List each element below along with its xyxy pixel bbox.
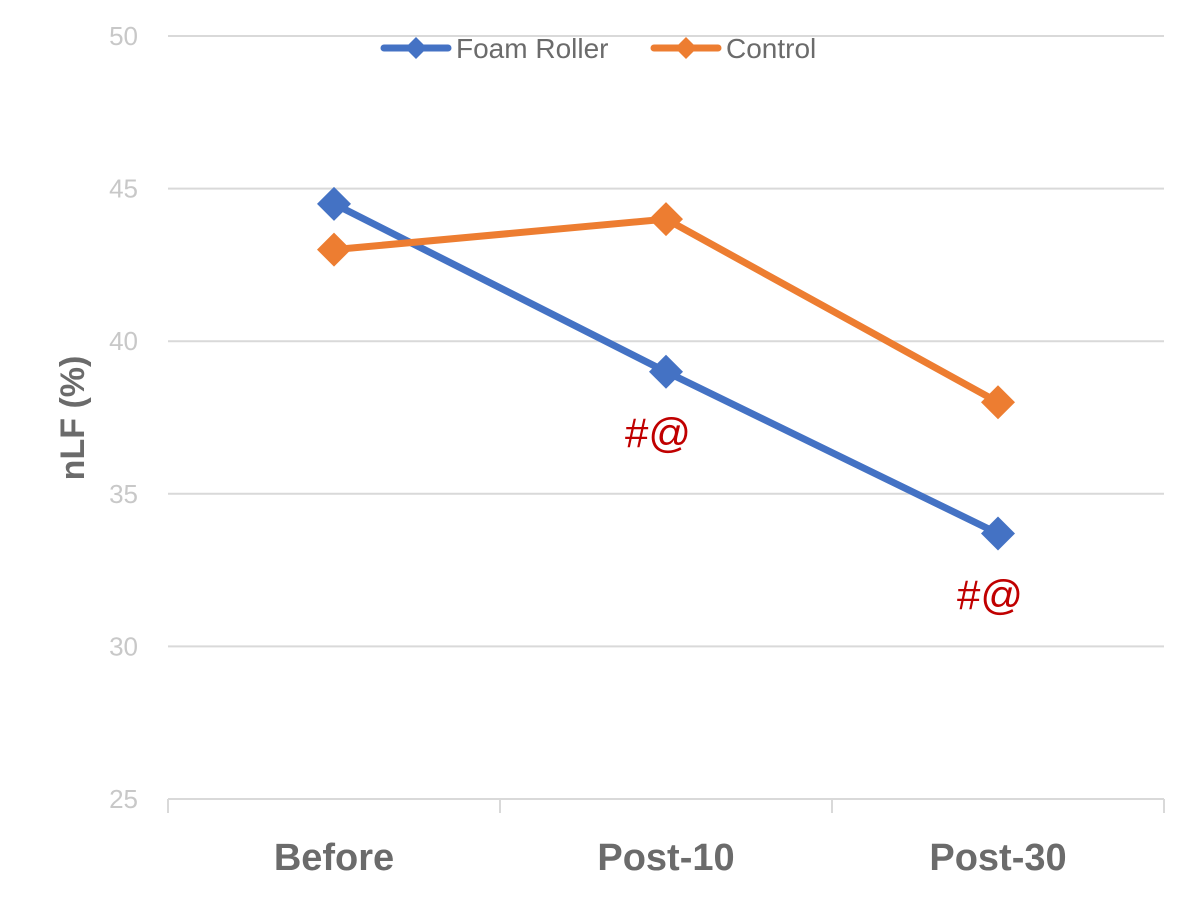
- y-axis-label: nLF (%): [54, 356, 92, 481]
- legend-marker-control: [675, 37, 697, 59]
- y-tick-label-40: 40: [109, 326, 138, 356]
- data-point-foam-roller-before: [317, 186, 351, 221]
- annotation-0: #@: [625, 410, 691, 457]
- x-tick-label-before: Before: [274, 837, 394, 879]
- y-tick-label-25: 25: [109, 784, 138, 814]
- y-tick-label-30: 30: [109, 631, 138, 661]
- data-point-control-post-10: [649, 202, 683, 237]
- data-point-foam-roller-post-10: [649, 354, 683, 389]
- data-point-control-post-30: [981, 385, 1015, 420]
- annotation-1: #@: [957, 571, 1023, 618]
- data-point-foam-roller-post-30: [981, 516, 1015, 551]
- axes: 25 30 35 40 45 50 Before Post-10 Post-30: [109, 21, 1165, 879]
- y-tick-label-45: 45: [109, 174, 138, 204]
- y-tick-label-50: 50: [109, 21, 138, 51]
- data-point-control-before: [317, 232, 351, 267]
- gridlines: [168, 35, 1164, 648]
- x-tick-label-post-30: Post-30: [929, 837, 1066, 879]
- x-tick-label-post-10: Post-10: [597, 837, 734, 879]
- legend-label-control: Control: [726, 33, 816, 64]
- y-tick-label-35: 35: [109, 479, 138, 509]
- legend: Foam Roller Control: [380, 33, 816, 64]
- legend-label-foam-roller: Foam Roller: [456, 33, 608, 64]
- legend-marker-foam-roller: [405, 37, 427, 59]
- annotations: #@ #@: [625, 410, 1023, 619]
- series: [317, 186, 1015, 551]
